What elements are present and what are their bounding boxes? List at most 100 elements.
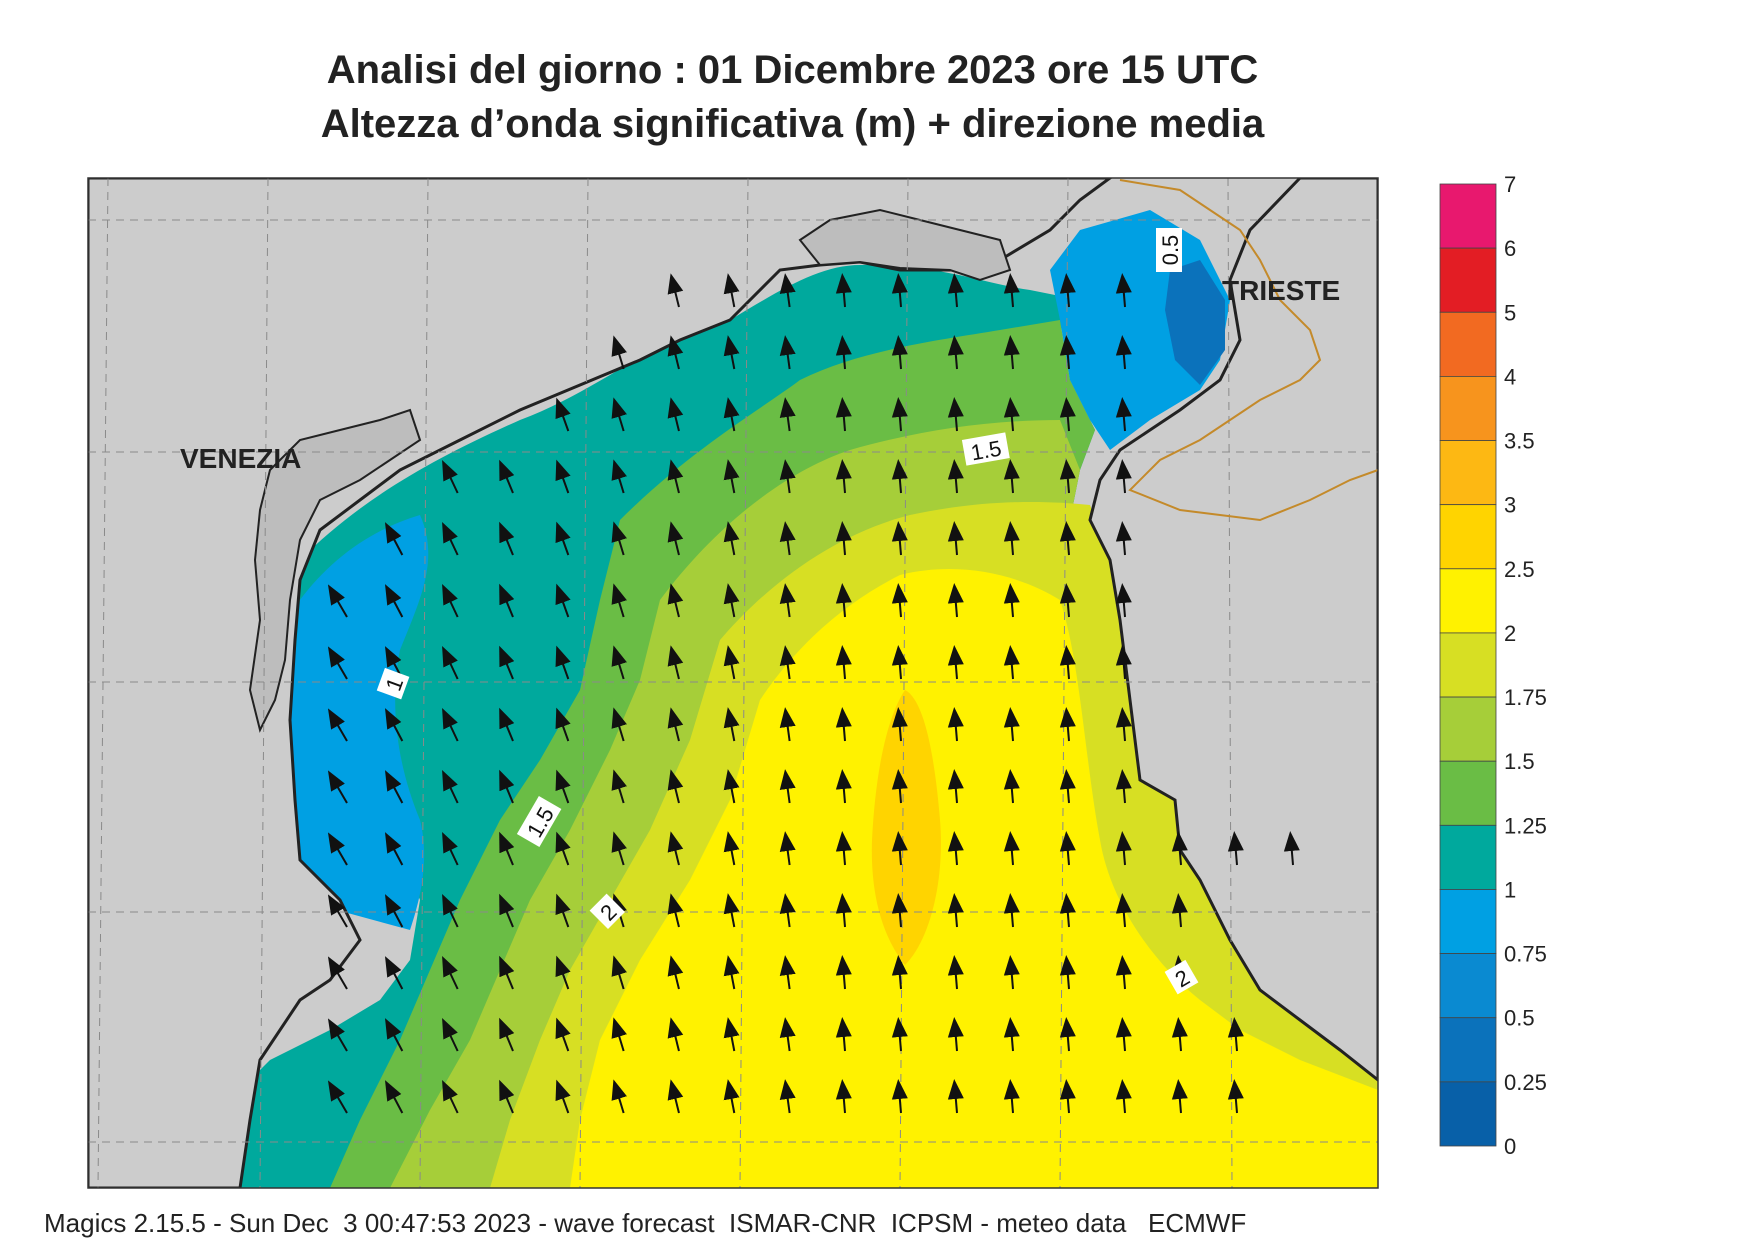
direction-arrow — [442, 1079, 459, 1114]
direction-arrow — [499, 521, 515, 556]
direction-arrow — [723, 397, 740, 432]
direction-arrow — [1171, 1079, 1188, 1114]
direction-arrow — [1115, 955, 1132, 990]
direction-arrow — [667, 955, 684, 990]
direction-arrow — [499, 645, 515, 680]
direction-arrow — [723, 1079, 740, 1114]
direction-arrow — [1227, 1079, 1244, 1114]
direction-arrow — [611, 955, 627, 990]
direction-arrow — [1115, 335, 1132, 370]
colorbar-swatch — [1439, 889, 1497, 955]
direction-arrow — [947, 831, 964, 866]
direction-arrow — [1059, 273, 1076, 308]
direction-arrow — [555, 397, 571, 432]
direction-arrow — [667, 645, 684, 680]
direction-arrow — [499, 769, 515, 804]
direction-arrow — [891, 583, 908, 618]
direction-arrow — [835, 707, 852, 742]
direction-arrow — [667, 521, 684, 556]
direction-arrow — [1059, 1017, 1076, 1052]
direction-arrow — [835, 459, 852, 494]
direction-arrow — [779, 459, 796, 494]
direction-arrow — [779, 769, 796, 804]
direction-arrow — [1059, 459, 1076, 494]
direction-arrow — [327, 584, 348, 618]
direction-arrow — [442, 893, 459, 928]
direction-arrow — [947, 1017, 964, 1052]
direction-arrow — [1227, 831, 1244, 866]
colorbar-swatch — [1439, 183, 1497, 249]
direction-arrow — [327, 770, 348, 804]
direction-arrow — [1115, 397, 1132, 432]
direction-arrow — [611, 769, 627, 804]
direction-arrow — [385, 1080, 404, 1114]
direction-arrow — [1115, 273, 1132, 308]
direction-arrow — [1059, 583, 1076, 618]
direction-arrow — [723, 893, 740, 928]
colorbar-swatch — [1439, 311, 1497, 377]
footer-credits: Magics 2.15.5 - Sun Dec 3 00:47:53 2023 … — [44, 1208, 1247, 1238]
direction-arrow — [442, 707, 459, 742]
colorbar-tick-label: 1.25 — [1504, 813, 1547, 838]
direction-arrow — [723, 955, 740, 990]
direction-arrow — [1171, 831, 1188, 866]
colorbar-tick-label: 6 — [1504, 236, 1516, 261]
direction-arrow — [555, 459, 571, 494]
colorbar-tick-label: 2 — [1504, 621, 1516, 646]
direction-arrow — [1115, 1079, 1132, 1114]
direction-arrow — [947, 459, 964, 494]
direction-arrow — [779, 583, 796, 618]
colorbar-swatch — [1439, 504, 1497, 570]
direction-arrow — [1115, 459, 1132, 494]
direction-arrow — [891, 769, 908, 804]
direction-arrow — [723, 831, 740, 866]
direction-arrow — [891, 831, 908, 866]
direction-arrow — [1059, 645, 1076, 680]
direction-arrow — [555, 645, 571, 680]
direction-arrow — [947, 583, 964, 618]
direction-arrow — [947, 273, 964, 308]
direction-arrow — [779, 335, 796, 370]
colorbar-tick-label: 0.75 — [1504, 942, 1547, 967]
direction-arrow — [835, 397, 852, 432]
direction-arrow — [1059, 521, 1076, 556]
direction-arrow — [723, 645, 740, 680]
direction-arrow — [555, 1079, 571, 1114]
direction-arrow — [835, 645, 852, 680]
direction-arrow — [555, 831, 571, 866]
direction-arrow — [442, 645, 459, 680]
direction-arrow — [891, 521, 908, 556]
direction-arrow — [779, 273, 796, 308]
direction-arrow — [667, 273, 684, 308]
colorbar-swatch — [1439, 760, 1497, 826]
direction-arrow — [1003, 335, 1020, 370]
direction-arrow — [1003, 273, 1020, 308]
direction-arrow — [947, 1079, 964, 1114]
colorbar-swatch — [1439, 953, 1497, 1019]
border-line — [1119, 179, 1379, 522]
colorbar-swatch — [1439, 375, 1497, 441]
direction-arrow — [442, 521, 459, 556]
direction-arrow — [611, 1079, 627, 1114]
direction-arrow — [947, 335, 964, 370]
direction-arrow — [723, 459, 740, 494]
direction-arrow — [555, 707, 571, 742]
direction-arrow — [385, 832, 404, 866]
direction-arrow — [723, 769, 740, 804]
direction-arrow — [499, 893, 515, 928]
direction-arrow — [835, 273, 852, 308]
direction-arrow — [947, 707, 964, 742]
colorbar-swatch — [1439, 1081, 1497, 1147]
direction-arrow — [385, 522, 404, 556]
direction-arrow — [611, 335, 627, 370]
direction-arrow — [891, 955, 908, 990]
direction-arrow — [1115, 521, 1132, 556]
direction-arrow — [835, 893, 852, 928]
direction-arrow — [779, 1017, 796, 1052]
direction-arrow — [1003, 459, 1020, 494]
direction-arrow — [1003, 893, 1020, 928]
direction-arrow — [1283, 831, 1300, 866]
direction-arrow — [947, 645, 964, 680]
direction-arrow — [779, 955, 796, 990]
place-label-trieste: TRIESTE — [1222, 275, 1340, 306]
